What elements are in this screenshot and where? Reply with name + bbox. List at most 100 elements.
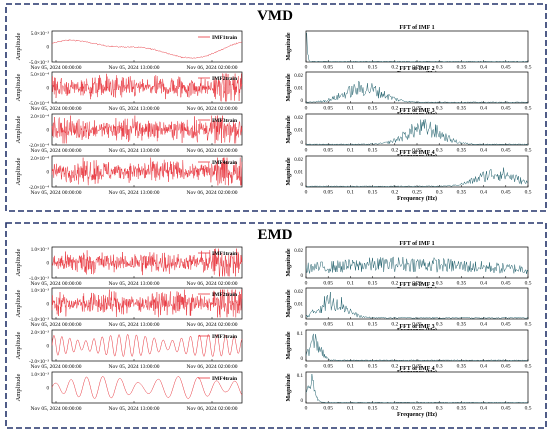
y-tick-label: -1.0×10⁻³ [29,317,49,323]
y-axis-label: Amplitude [15,289,22,317]
time-series-panel: 1.0×10⁻³ 0 -1.0×10⁻³ Amplitude Nov 05, 2024 … [15,246,243,287]
x-axis-label: Frequency (Hz) [397,195,437,202]
x-tick-label: 0.5 [525,190,532,196]
x-tick-label: 0.35 [457,190,467,196]
x-tick-label: 0.45 [501,364,511,370]
x-tick-label: Nov 06, 2024 02:00:00 [186,281,237,287]
x-tick-label: 0 [305,364,308,370]
x-tick-label: Nov 05, 2024 13:00:00 [108,148,159,154]
x-tick-label: 0.05 [323,406,333,412]
x-tick-label: 0.45 [501,190,511,196]
x-tick-label: 0.1 [347,148,354,154]
x-tick-label: 0.2 [391,364,398,370]
x-tick-label: 0.3 [436,406,443,412]
x-tick-label: 0.35 [457,406,467,412]
y-tick-label: 5.0×10⁻³ [31,31,50,37]
x-tick-label: 0.15 [368,322,378,328]
x-tick-label: 0.1 [347,322,354,328]
y-tick-label: 0 [301,399,304,404]
signal-line [51,72,243,102]
x-tick-label: 0.2 [391,148,398,154]
y-tick-label: 0 [47,262,50,267]
x-tick-label: 0.4 [480,322,487,328]
fft-title: FFT of IMF 3 [399,108,434,114]
y-axis-label: Amplitude [15,373,22,401]
x-tick-label: 0.05 [323,322,333,328]
y-tick-label: 2.0×10⁻⁴ [31,114,50,120]
x-tick-label: Nov 06, 2024 02:00:00 [186,190,237,196]
legend-label: IMF3train [212,334,237,340]
x-tick-label: 0.5 [525,406,532,412]
legend-label: IMF3train [212,118,237,124]
spectrum-line [305,333,529,362]
section-title: EMD [258,227,293,243]
signal-line [51,248,243,277]
x-tick-label: 0.1 [347,190,354,196]
x-tick-label: 0.35 [457,322,467,328]
x-tick-label: 0.3 [436,322,443,328]
x-tick-label: Nov 06, 2024 02:00:00 [186,148,237,154]
x-tick-label: 0 [305,106,308,112]
x-tick-label: 0.15 [368,406,378,412]
x-tick-label: 0.35 [457,106,467,112]
y-axis-label: Magnitude [286,115,292,143]
section-title: VMD [257,8,293,24]
x-tick-label: 0.1 [347,406,354,412]
time-series-panel: 1.0×10⁻³ 0 Amplitude Nov 05, 2024 00:00:00 N… [15,371,243,412]
y-axis-label: Amplitude [15,248,22,276]
y-axis-label: Magnitude [286,373,292,401]
fft-title: FFT of IMF 4 [399,366,434,372]
legend-label: IMF2train [212,76,237,82]
y-tick-label: 0.01 [294,87,303,92]
y-axis-label: Magnitude [286,248,292,276]
x-tick-label: 0.05 [323,65,333,71]
signal-line [51,115,243,144]
x-tick-label: 0.3 [436,281,443,287]
time-series-panel: 5.0×10⁻³ 0 -5.0×10⁻³ Amplitude Nov 05, 2024 … [15,30,243,71]
x-tick-label: 0.25 [412,406,422,412]
x-tick-label: Nov 05, 2024 00:00:00 [30,65,81,71]
plot-area [51,30,243,63]
x-tick-label: 0.25 [412,364,422,370]
x-tick-label: 0.45 [501,148,511,154]
y-tick-label: 0.02 [294,116,303,121]
section-frame [5,222,547,429]
legend-label: IMF1train [212,251,237,257]
x-tick-label: 0.15 [368,148,378,154]
x-tick-label: 0.05 [323,190,333,196]
fft-title: FFT of IMF 2 [399,282,434,288]
x-tick-label: Nov 06, 2024 02:00:00 [186,364,237,370]
plot-area [305,329,529,362]
y-tick-label: 0.1 [297,374,304,379]
panels: 5.0×10⁻³ 0 -5.0×10⁻³ Amplitude Nov 05, 2024 … [15,25,532,418]
y-axis-label: Magnitude [286,73,292,101]
x-tick-label: 0.5 [525,322,532,328]
x-tick-label: 0.5 [525,281,532,287]
y-tick-label: 0 [301,357,304,362]
plot-area [305,246,529,279]
x-tick-label: 0 [305,65,308,71]
y-axis-label: Amplitude [15,115,22,143]
legend-label: IMF2train [212,292,237,298]
time-series-panel: 2.0×10⁻⁴ 0 -2.0×10⁻⁴ Amplitude Nov 05, 2024 … [15,113,243,154]
x-tick-label: 0.4 [480,406,487,412]
y-axis-label: Amplitude [15,32,22,60]
y-tick-label: 5.0×10⁻⁴ [31,72,50,78]
x-tick-label: Nov 05, 2024 13:00:00 [108,190,159,196]
x-tick-label: Nov 05, 2024 00:00:00 [30,322,81,328]
fft-panel: FFT of IMF 1 Magnitude 0 0.05 0.1 0.15 0.2 0.25… [286,25,532,77]
y-tick-label: 1.0×10⁻³ [31,247,50,253]
signal-line [51,38,243,59]
x-tick-label: 0.25 [412,322,422,328]
y-axis-label: Magnitude [286,289,292,317]
x-tick-label: 0.25 [412,65,422,71]
y-tick-label: 0 [47,129,50,134]
plot-area [51,371,243,404]
x-tick-label: 0.4 [480,190,487,196]
x-tick-label: 0 [305,406,308,412]
legend-label: IMF4train [212,376,237,382]
x-tick-label: Nov 05, 2024 00:00:00 [30,148,81,154]
x-tick-label: 0.15 [368,190,378,196]
